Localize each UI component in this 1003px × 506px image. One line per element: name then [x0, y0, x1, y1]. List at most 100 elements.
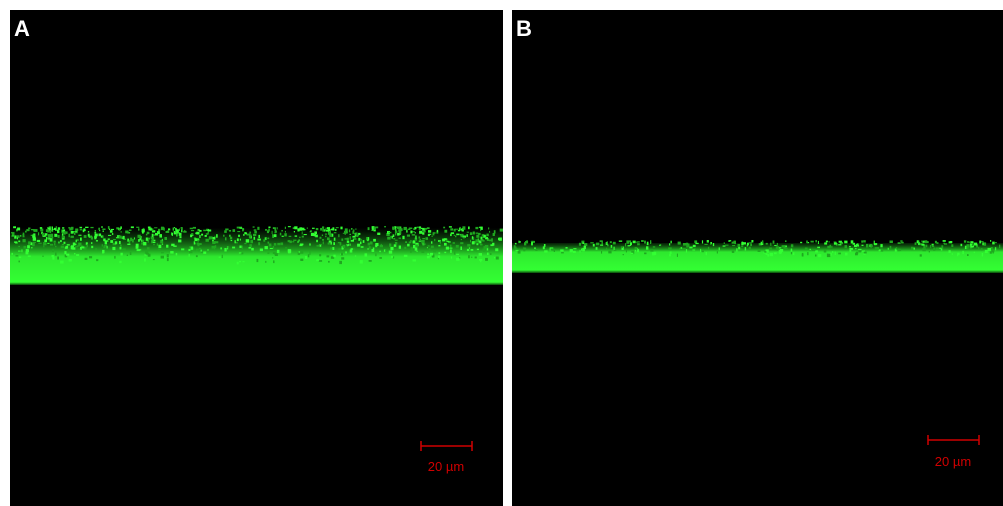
- speckle: [644, 252, 647, 255]
- speckle: [973, 242, 978, 246]
- speckle: [710, 242, 712, 245]
- speckle: [341, 247, 344, 250]
- speckle: [352, 235, 356, 238]
- speckle: [949, 241, 953, 243]
- speckle: [475, 239, 479, 243]
- speckle: [495, 248, 499, 252]
- speckle: [431, 241, 433, 244]
- speckle: [970, 245, 974, 248]
- speckle: [55, 245, 57, 248]
- speckle: [257, 238, 261, 241]
- speckle: [324, 233, 327, 235]
- speckle: [297, 240, 299, 243]
- speckle: [398, 237, 401, 239]
- speckle: [23, 245, 27, 249]
- speckle: [492, 242, 495, 246]
- speckle: [750, 243, 752, 247]
- speckle: [573, 248, 577, 250]
- speckle: [731, 250, 735, 253]
- speckle: [65, 231, 68, 234]
- speckle: [964, 245, 968, 249]
- speckle: [410, 240, 412, 243]
- speckle: [145, 253, 150, 255]
- speckle: [634, 248, 637, 252]
- speckle: [325, 235, 327, 238]
- speckle: [293, 239, 297, 241]
- speckle: [990, 247, 993, 251]
- speckle: [72, 247, 76, 250]
- speckle: [85, 242, 88, 246]
- speckle: [468, 247, 470, 249]
- speckle: [940, 248, 943, 251]
- speckle: [184, 230, 186, 233]
- speckle: [900, 240, 903, 242]
- speckle: [775, 246, 779, 250]
- speckle: [320, 227, 323, 231]
- speckle: [237, 231, 241, 233]
- speckle: [524, 242, 527, 246]
- speckle: [340, 252, 344, 256]
- speckle: [349, 236, 351, 240]
- speckle: [181, 227, 183, 230]
- speckle: [266, 230, 269, 234]
- speckle: [207, 231, 209, 234]
- speckle: [72, 231, 76, 233]
- speckle: [414, 237, 418, 241]
- speckle: [224, 248, 227, 252]
- speckle: [189, 250, 193, 254]
- speckle: [486, 238, 489, 241]
- speckle: [394, 226, 397, 229]
- speckle: [200, 251, 205, 253]
- speckle: [48, 238, 50, 241]
- speckle: [31, 242, 35, 246]
- speckle: [47, 234, 52, 238]
- speckle: [584, 243, 588, 247]
- speckle: [306, 227, 308, 229]
- speckle: [252, 226, 255, 228]
- speckle: [488, 227, 490, 230]
- speckle: [826, 253, 831, 258]
- speckle: [223, 234, 225, 237]
- speckle: [448, 226, 452, 228]
- speckle: [104, 245, 108, 247]
- speckle: [239, 245, 242, 248]
- speckle: [468, 226, 470, 230]
- speckle: [43, 242, 47, 246]
- speckle: [122, 235, 125, 240]
- speckle: [72, 242, 76, 246]
- speckle: [63, 231, 66, 235]
- speckle: [741, 245, 744, 248]
- speckle: [148, 228, 152, 231]
- speckle: [330, 241, 332, 245]
- speckle: [449, 247, 453, 249]
- speckle: [484, 245, 489, 249]
- speckle: [377, 232, 381, 235]
- speckle: [992, 250, 995, 253]
- speckle: [850, 240, 854, 244]
- speckle: [416, 226, 421, 228]
- speckle: [18, 260, 20, 263]
- speckle: [322, 228, 325, 232]
- speckle: [849, 248, 853, 250]
- speckle: [21, 249, 23, 253]
- speckle: [701, 250, 704, 253]
- speckle: [751, 240, 754, 243]
- speckle: [83, 246, 87, 250]
- speckle: [418, 226, 422, 229]
- speckle: [212, 242, 216, 244]
- speckle: [981, 241, 984, 243]
- speckle: [349, 243, 351, 246]
- speckle: [595, 242, 600, 246]
- speckle: [94, 233, 98, 237]
- speckle: [783, 245, 787, 249]
- speckle: [68, 227, 71, 229]
- speckle: [421, 251, 425, 253]
- speckle: [829, 244, 832, 248]
- speckle: [277, 242, 281, 246]
- speckle: [20, 235, 22, 237]
- speckle: [118, 235, 121, 238]
- speckle: [232, 229, 236, 232]
- speckle: [652, 252, 655, 256]
- speckle: [235, 242, 238, 244]
